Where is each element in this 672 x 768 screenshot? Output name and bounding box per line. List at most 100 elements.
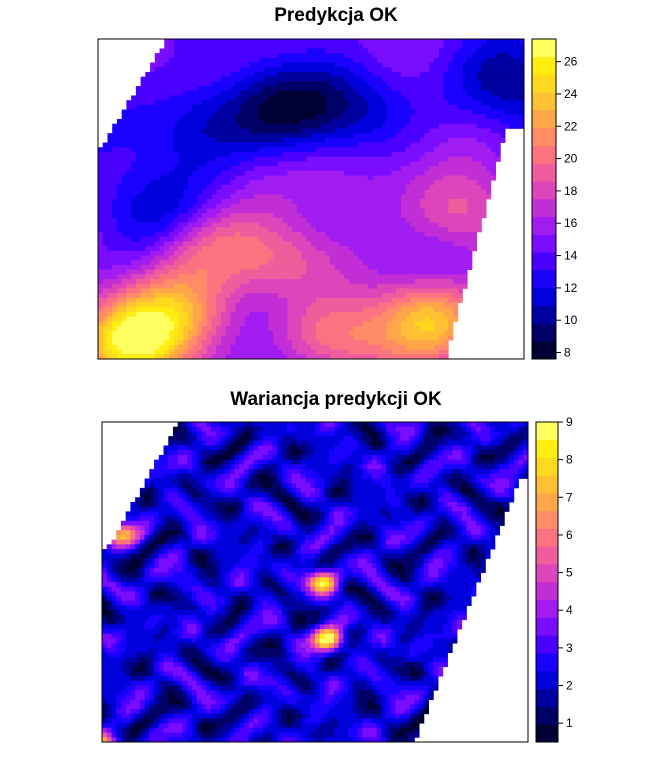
heatmap-cell <box>315 180 321 186</box>
heatmap-cell <box>415 302 421 308</box>
heatmap-cell <box>263 260 269 266</box>
heatmap-cell <box>424 119 430 125</box>
heatmap-cell <box>159 166 165 172</box>
heatmap-cell <box>306 255 312 261</box>
heatmap-cell <box>178 76 184 82</box>
heatmap-cell <box>339 283 345 289</box>
heatmap-cell <box>221 255 227 261</box>
heatmap-cell <box>419 321 425 327</box>
heatmap-cell <box>121 236 127 242</box>
heatmap-cell <box>448 184 454 190</box>
heatmap-cell <box>244 260 250 266</box>
heatmap-cell <box>197 109 203 115</box>
heatmap-cell <box>277 302 283 308</box>
heatmap-cell <box>112 260 118 266</box>
heatmap-cell <box>424 199 430 205</box>
heatmap-cell <box>98 302 104 308</box>
heatmap-cell <box>453 283 459 289</box>
heatmap-cell <box>277 39 283 45</box>
heatmap-cell <box>453 316 459 322</box>
heatmap-cell <box>443 250 449 256</box>
heatmap-cell <box>471 213 478 219</box>
heatmap-cell <box>211 119 217 125</box>
heatmap-cell <box>140 100 146 106</box>
heatmap-cell <box>462 274 468 280</box>
heatmap-cell <box>462 67 468 73</box>
heatmap-cell <box>311 189 317 195</box>
heatmap-cell <box>249 119 255 125</box>
heatmap-cell <box>150 137 156 143</box>
heatmap-cell <box>206 279 212 285</box>
heatmap-cell <box>481 142 487 148</box>
heatmap-cell <box>315 156 321 162</box>
heatmap-cell <box>268 250 274 256</box>
heatmap-cell <box>230 250 236 256</box>
heatmap-cell <box>495 57 501 63</box>
heatmap-cell <box>235 231 241 238</box>
heatmap-cell <box>173 128 179 134</box>
heatmap-cell <box>164 62 170 68</box>
heatmap-cell <box>145 175 151 181</box>
heatmap-cell <box>131 95 137 101</box>
heatmap-cell <box>240 184 246 190</box>
heatmap-cell <box>334 67 340 73</box>
heatmap-cell <box>424 76 430 82</box>
heatmap-cell <box>216 203 222 209</box>
heatmap-cell <box>306 133 312 139</box>
heatmap-cell <box>334 208 340 214</box>
heatmap-cell <box>476 104 482 110</box>
heatmap-cell <box>268 231 274 238</box>
heatmap-cell <box>287 194 293 200</box>
heatmap-cell <box>150 109 156 115</box>
heatmap-cell <box>348 104 354 110</box>
heatmap-cell <box>263 161 269 167</box>
heatmap-cell <box>434 311 440 318</box>
heatmap-cell <box>434 184 440 190</box>
heatmap-cell <box>244 71 250 78</box>
heatmap-cell <box>306 67 312 73</box>
heatmap-cell <box>206 227 212 233</box>
heatmap-cell <box>329 76 336 82</box>
heatmap-cell <box>287 241 293 247</box>
heatmap-cell <box>187 250 194 256</box>
heatmap-cell <box>334 236 340 242</box>
heatmap-cell <box>514 123 520 129</box>
heatmap-cell <box>348 189 354 195</box>
heatmap-cell <box>443 67 449 73</box>
heatmap-cell <box>187 57 194 63</box>
heatmap-cell <box>410 264 416 270</box>
heatmap-cell <box>424 255 430 261</box>
heatmap-cell <box>287 81 293 87</box>
heatmap-cell <box>500 104 506 110</box>
heatmap-cell <box>386 166 392 172</box>
heatmap-cell <box>505 104 511 110</box>
heatmap-cell <box>169 255 175 261</box>
heatmap-cell <box>486 86 492 92</box>
heatmap-cell <box>244 316 250 322</box>
heatmap-cell <box>268 100 274 106</box>
heatmap-cell <box>197 288 203 294</box>
heatmap-cell <box>486 119 492 125</box>
heatmap-cell <box>154 104 160 110</box>
heatmap-cell <box>320 194 326 200</box>
heatmap-cell <box>486 147 492 153</box>
heatmap-cell <box>173 114 179 120</box>
heatmap-cell <box>254 48 260 54</box>
heatmap-cell <box>102 255 108 261</box>
heatmap-cell <box>476 222 482 228</box>
heatmap-cell <box>277 203 283 209</box>
heatmap-cell <box>334 293 340 299</box>
heatmap-cell <box>173 264 179 270</box>
heatmap-cell <box>268 274 274 280</box>
heatmap-cell <box>225 161 231 167</box>
heatmap-cell <box>240 142 246 148</box>
heatmap-cell <box>154 255 160 261</box>
heatmap-cell <box>135 227 141 233</box>
heatmap-cell <box>438 222 444 228</box>
heatmap-cell <box>372 156 378 162</box>
heatmap-cell <box>462 208 468 214</box>
heatmap-cell <box>320 217 326 223</box>
heatmap-cell <box>192 43 198 49</box>
heatmap-cell <box>202 156 208 162</box>
heatmap-cell <box>367 222 373 228</box>
